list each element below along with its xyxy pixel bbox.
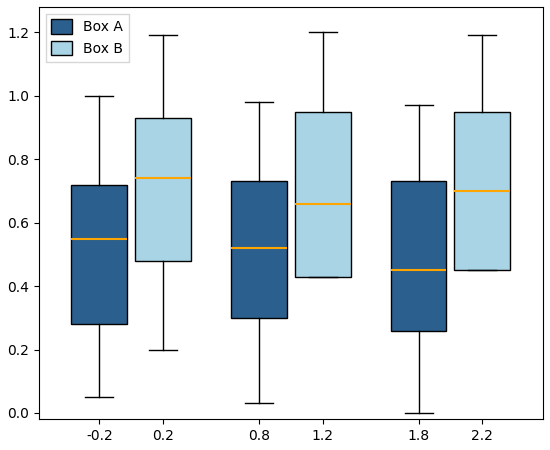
PathPatch shape (295, 112, 351, 277)
Legend: Box A, Box B: Box A, Box B (46, 14, 129, 62)
PathPatch shape (231, 181, 287, 318)
PathPatch shape (72, 184, 127, 324)
PathPatch shape (135, 118, 191, 261)
PathPatch shape (454, 112, 510, 270)
PathPatch shape (390, 181, 447, 330)
